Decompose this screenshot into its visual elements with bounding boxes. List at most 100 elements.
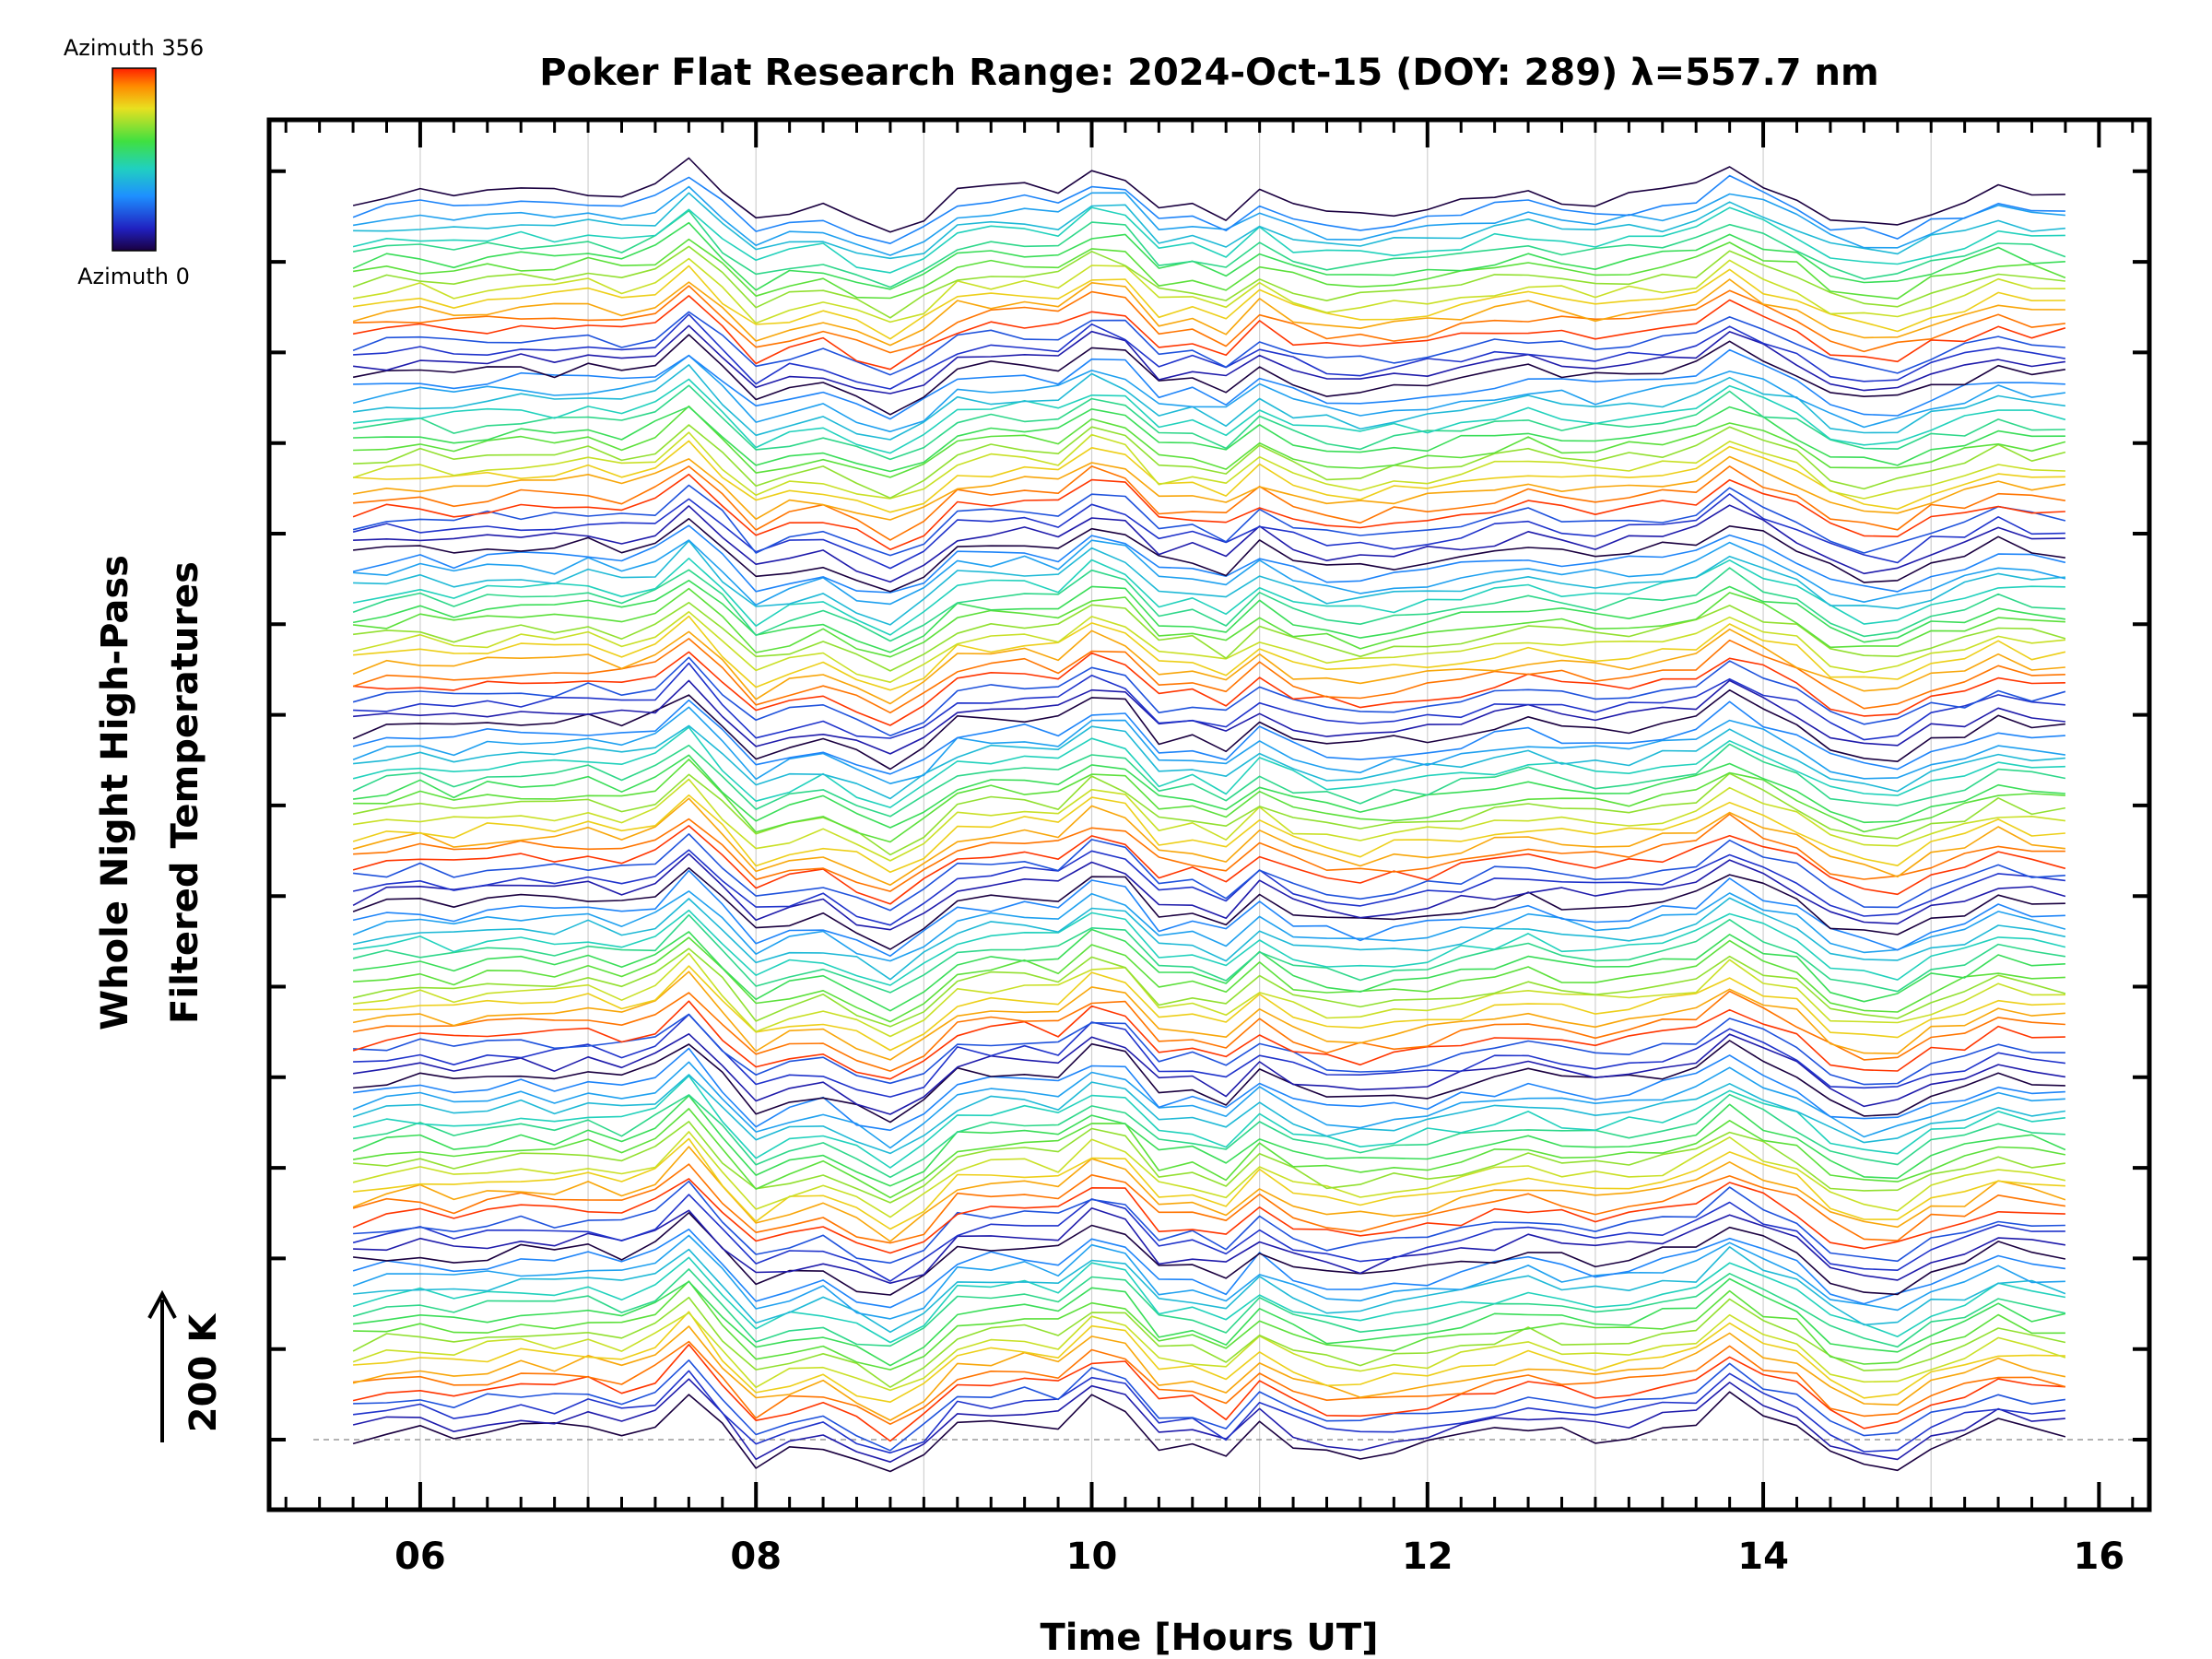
- series-trace: [353, 504, 2065, 583]
- scale-indicator: 200 K: [147, 1289, 225, 1442]
- series-trace: [352, 990, 2065, 1072]
- series-trace: [353, 1246, 2066, 1334]
- series-trace: [352, 897, 2066, 981]
- series-trace: [353, 539, 2066, 606]
- series-trace: [352, 909, 2066, 986]
- x-tick-label: 08: [730, 1535, 782, 1578]
- series-trace: [352, 971, 2065, 1061]
- series-trace: [352, 221, 2065, 291]
- series-trace: [352, 611, 2065, 683]
- series-trace: [353, 192, 2065, 260]
- series-trace: [352, 185, 2065, 256]
- series-trace: [353, 405, 2066, 478]
- series-trace: [352, 1268, 2066, 1348]
- colorbar: Azimuth 356 Azimuth 0: [64, 35, 204, 289]
- series-trace: [353, 540, 2065, 626]
- series-trace: [353, 378, 2066, 454]
- series-trace: [352, 1344, 2065, 1442]
- series-trace: [353, 1359, 2066, 1452]
- series-trace: [352, 890, 2066, 962]
- series-trace: [352, 334, 2066, 416]
- series-trace: [352, 688, 2065, 771]
- series-trace: [353, 1370, 2065, 1454]
- series-trace: [353, 813, 2065, 892]
- series-trace: [353, 1040, 2065, 1124]
- series-trace: [352, 869, 2065, 958]
- scale-arrow-head: [147, 1289, 177, 1319]
- series-trace: [353, 1340, 2066, 1425]
- series-trace: [352, 1146, 2066, 1242]
- series-trace: [353, 651, 2065, 726]
- series-trace: [352, 1093, 2065, 1179]
- series-trace: [352, 265, 2065, 340]
- series-trace: [352, 524, 2066, 594]
- series-trace: [352, 1194, 2065, 1282]
- x-tick-label: 12: [1402, 1535, 1453, 1578]
- series-trace: [352, 1131, 2066, 1218]
- series-trace: [352, 1178, 2065, 1254]
- series-trace: [353, 1121, 2066, 1204]
- series-trace: [352, 1095, 2066, 1187]
- series-trace: [352, 853, 2066, 931]
- series-trace: [352, 1391, 2066, 1473]
- series-trace: [353, 440, 2065, 513]
- series-trace: [352, 629, 2065, 705]
- x-tick-label: 16: [2074, 1535, 2125, 1578]
- series-trace: [353, 1013, 2066, 1098]
- series-trace: [352, 913, 2066, 994]
- series-trace: [352, 238, 2066, 300]
- series-trace: [352, 257, 2065, 324]
- series-trace: [353, 406, 2065, 473]
- series-trace: [352, 1108, 2066, 1199]
- series-trace: [352, 1312, 2066, 1392]
- series-trace: [353, 615, 2066, 691]
- series-trace: [352, 743, 2066, 818]
- series-trace: [352, 354, 2066, 433]
- x-axis-label: Time [Hours UT]: [1041, 1617, 1379, 1659]
- series-trace: [353, 1311, 2065, 1403]
- series-trace: [352, 797, 2065, 886]
- series-trace: [353, 348, 2065, 420]
- series-trace: [352, 866, 2065, 950]
- series-trace: [352, 245, 2065, 319]
- series-trace: [353, 1212, 2066, 1296]
- axis-ticks: [269, 120, 2149, 1510]
- series-trace: [352, 825, 2066, 905]
- x-tick-label: 06: [394, 1535, 446, 1578]
- x-tick-labels: 06 08 10 12 14 16: [394, 1535, 2124, 1578]
- series-trace: [353, 313, 2066, 390]
- series-trace: [353, 965, 2065, 1052]
- series-trace: [352, 1163, 2066, 1244]
- colorbar-bottom-label: Azimuth 0: [77, 264, 190, 289]
- y-axis-label-line2: Filtered Temperatures: [164, 561, 206, 1024]
- series-trace: [352, 1074, 2066, 1155]
- series-trace: [352, 484, 2066, 557]
- series-trace: [352, 157, 2065, 233]
- series-trace: [352, 1378, 2065, 1463]
- series-trace: [352, 431, 2065, 500]
- series-trace: [352, 558, 2065, 636]
- series-trace: [352, 1256, 2066, 1344]
- y-axis-label-line1: Whole Night High-Pass: [94, 555, 136, 1030]
- series-trace: [353, 518, 2066, 593]
- series-trace: [352, 209, 2066, 288]
- series-trace: [352, 493, 2065, 570]
- series-trace: [353, 587, 2065, 658]
- series-trace: [353, 952, 2065, 1038]
- series-trace: [353, 936, 2065, 1023]
- series-trace: [353, 1013, 2065, 1086]
- series-trace: [352, 473, 2065, 550]
- series-trace: [352, 580, 2066, 653]
- series-trace: [352, 794, 2065, 874]
- series-trace: [353, 424, 2066, 500]
- series-trace: [352, 1075, 2065, 1169]
- series-trace: [352, 638, 2065, 714]
- series-trace: [352, 726, 2065, 808]
- series-trace: [352, 206, 2065, 274]
- plot-frame: [266, 117, 2152, 1512]
- series-trace: [353, 662, 2065, 741]
- series-trace: [353, 679, 2065, 755]
- x-tick-label: 10: [1066, 1535, 1118, 1578]
